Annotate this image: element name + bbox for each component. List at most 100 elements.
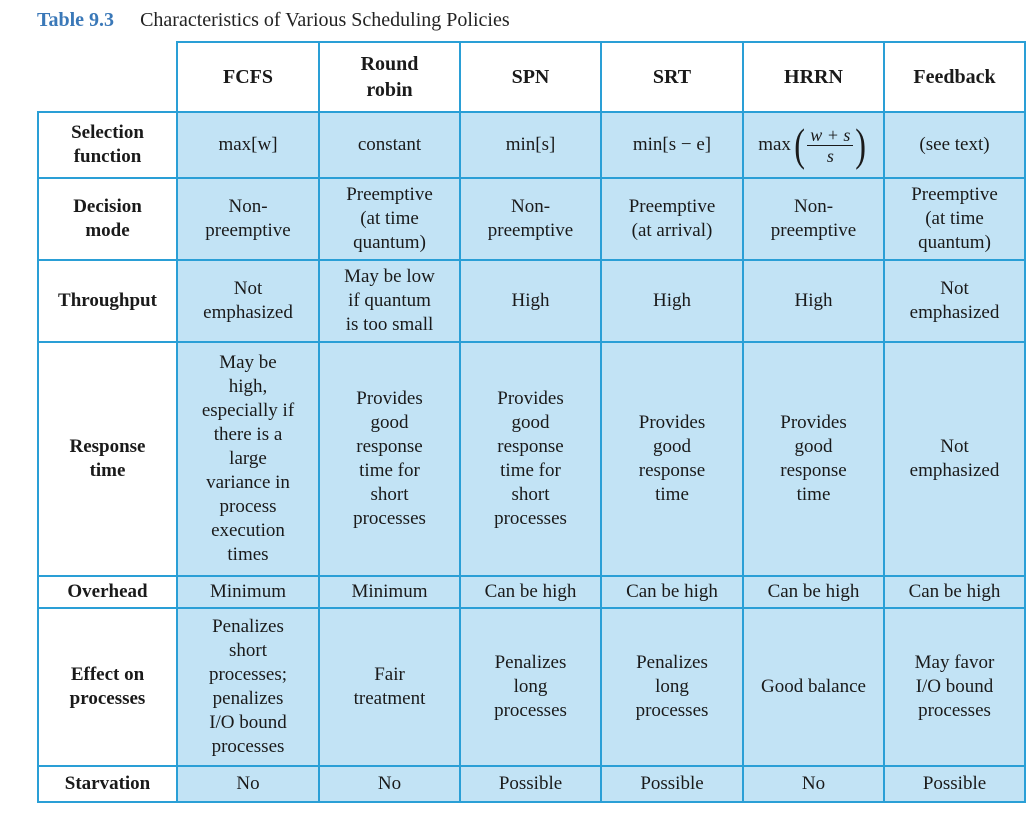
col-header-spn: SPN: [459, 41, 602, 113]
cell-text: Penalizes short processes; penalizes I/O bou…: [208, 616, 288, 757]
table-cell: May favor I/O bound processes: [883, 607, 1026, 767]
cell-text: Can be high: [908, 581, 1001, 602]
right-paren: ): [855, 119, 867, 170]
cell-text: Provides good response time: [638, 412, 706, 505]
cell-text: Can be high: [484, 581, 577, 602]
cell-text: Penalizes long processes: [494, 652, 567, 721]
cell-text: constant: [357, 134, 422, 155]
row-header-label: Selection function: [71, 122, 144, 167]
row-response-time: Response time May be high, especially if the…: [37, 341, 1026, 577]
row-header: Starvation: [37, 765, 178, 803]
row-header-label: Overhead: [67, 581, 148, 602]
row-overhead: Overhead Minimum Minimum Can be high Can…: [37, 575, 1026, 609]
table-cell: May be low if quantum is too small: [318, 259, 461, 343]
row-effect-on-processes: Effect on processes Penalizes short process…: [37, 607, 1026, 767]
cell-text: min[s]: [505, 134, 556, 155]
cell-text: Provides good response time for short process…: [494, 388, 567, 529]
row-decision-mode: Decision mode Non-preemptive Preemptive (a…: [37, 177, 1026, 261]
cell-text: Can be high: [767, 581, 860, 602]
table-cell: No: [742, 765, 885, 803]
table-cell: min[s]: [459, 111, 602, 179]
cell-text: No: [236, 773, 260, 794]
table-cell: Preemptive (at time quantum): [883, 177, 1026, 261]
table-cell: Non-preemptive: [459, 177, 602, 261]
table-cell: Fair treatment: [318, 607, 461, 767]
cell-text: Minimum: [209, 581, 286, 602]
formula-fn: max: [758, 134, 791, 155]
cell-text: Not emphasized: [909, 436, 1000, 481]
col-header-label: SRT: [652, 66, 692, 88]
cell-text: Good balance: [761, 676, 866, 697]
table-cell: Preemptive (at arrival): [600, 177, 744, 261]
table-cell: Provides good response time: [600, 341, 744, 577]
cell-text: Preemptive (at time quantum): [346, 184, 433, 253]
row-header-label: Throughput: [58, 290, 157, 311]
table-cell: High: [600, 259, 744, 343]
cell-text: min[s − e]: [632, 134, 712, 155]
cell-text: Not emphasized: [203, 278, 293, 323]
table-cell: Provides good response time: [742, 341, 885, 577]
table-caption: Table 9.3 Characteristics of Various Sche…: [37, 4, 510, 36]
table-cell: Minimum: [318, 575, 461, 609]
cell-text: High: [653, 290, 691, 311]
col-header-label: SPN: [511, 66, 550, 88]
row-header: Decision mode: [37, 177, 178, 261]
cell-text: Possible: [498, 773, 563, 794]
table-cell: Can be high: [742, 575, 885, 609]
table-cell: No: [318, 765, 461, 803]
row-header-label: Effect on processes: [69, 664, 146, 709]
col-header-srt: SRT: [600, 41, 744, 113]
cell-text: Preemptive (at arrival): [628, 196, 716, 241]
cell-text: Can be high: [626, 581, 718, 602]
cell-text: Non-preemptive: [487, 196, 574, 241]
row-header-label: Decision mode: [73, 196, 142, 241]
cell-text: Possible: [640, 773, 704, 794]
row-header: Effect on processes: [37, 607, 178, 767]
left-paren: (: [794, 119, 805, 170]
table-cell: Possible: [459, 765, 602, 803]
table-cell: Possible: [600, 765, 744, 803]
table-cell: Preemptive (at time quantum): [318, 177, 461, 261]
cell-text: No: [801, 773, 826, 794]
table-cell: Not emphasized: [176, 259, 320, 343]
table-cell: Possible: [883, 765, 1026, 803]
row-header-label: Response time: [69, 436, 146, 481]
cell-text: Preemptive (at time quantum): [911, 184, 998, 253]
cell-text: Minimum: [351, 581, 428, 602]
cell-text: May favor I/O bound processes: [914, 652, 995, 721]
col-header-label: Feedback: [913, 66, 996, 88]
cell-text: (see text): [919, 134, 990, 155]
hrrn-formula: max ( w + s s ): [758, 122, 869, 168]
cell-text: Penalizes long processes: [635, 652, 709, 721]
table-cell: Non-preemptive: [176, 177, 320, 261]
cell-text: Fair treatment: [353, 664, 426, 709]
row-header: Response time: [37, 341, 178, 577]
formula-fraction: w + s s: [807, 125, 854, 166]
col-header-feedback: Feedback: [883, 41, 1026, 113]
table-cell: Can be high: [459, 575, 602, 609]
cell-text: max[w]: [218, 134, 278, 155]
col-header-round-robin: Round robin: [318, 41, 461, 113]
cell-text: May be low if quantum is too small: [344, 266, 435, 335]
row-selection-function: Selection function max[w] constant min[s]…: [37, 111, 1026, 179]
formula-denominator: s: [826, 145, 834, 166]
col-header-label: Round robin: [360, 53, 419, 101]
cell-text: Not emphasized: [909, 278, 1000, 323]
col-header-label: FCFS: [223, 66, 273, 88]
row-header-label: Starvation: [64, 773, 151, 794]
table-cell: Good balance: [742, 607, 885, 767]
table-cell: Can be high: [600, 575, 744, 609]
cell-text: Possible: [922, 773, 987, 794]
col-header-fcfs: FCFS: [176, 41, 320, 113]
table-cell: High: [459, 259, 602, 343]
table-cell: Penalizes long processes: [600, 607, 744, 767]
col-header-hrrn: HRRN: [742, 41, 885, 113]
table-title: Characteristics of Various Scheduling Po…: [140, 9, 510, 31]
table-cell: min[s − e]: [600, 111, 744, 179]
table-cell: max[w]: [176, 111, 320, 179]
cell-text: No: [377, 773, 402, 794]
table-cell: Penalizes long processes: [459, 607, 602, 767]
row-header: Throughput: [37, 259, 178, 343]
table-cell: Provides good response time for short process…: [459, 341, 602, 577]
scheduling-policies-table: FCFS Round robin SPN SRT HRRN Feedback Se…: [37, 41, 1026, 803]
